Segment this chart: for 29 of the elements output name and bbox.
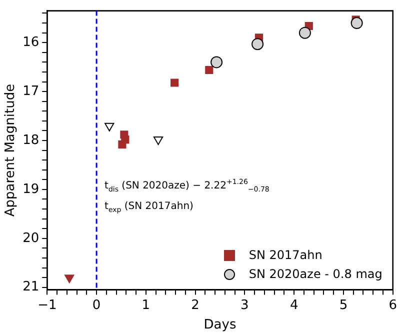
x-tick-label: 6: [388, 298, 398, 313]
y-tick-label: 19: [22, 182, 40, 197]
x-tick-label: −1: [38, 298, 57, 313]
legend-label: SN 2020aze - 0.8 mag: [248, 267, 382, 282]
x-axis-title: Days: [204, 318, 236, 333]
x-tick-label: 2: [191, 298, 200, 313]
y-tick-label: 21: [22, 280, 40, 295]
point: [205, 66, 214, 74]
x-tick-label: 0: [92, 298, 101, 313]
point: [153, 136, 164, 146]
point: [298, 26, 311, 39]
y-axis-title: Apparent Magnitude: [3, 84, 18, 217]
point: [121, 135, 130, 144]
x-tick-label: 4: [290, 298, 298, 313]
point: [64, 274, 74, 284]
y-tick-label: 20: [22, 230, 40, 246]
x-tick-label: 1: [142, 298, 150, 313]
point: [104, 122, 114, 132]
x-tick-label: 3: [240, 298, 249, 313]
point: [350, 17, 363, 30]
legend-label: SN 2017ahn: [248, 248, 322, 262]
annotation: t$_{exp}$ (SN 2017ahn): [104, 200, 194, 214]
x-tick-label: 5: [339, 298, 348, 313]
point: [210, 56, 223, 68]
y-tick-label: 18: [22, 132, 40, 148]
point: [170, 78, 179, 87]
point: [252, 38, 264, 50]
y-tick-label: 17: [22, 84, 40, 99]
y-tick-label: 16: [22, 34, 40, 50]
